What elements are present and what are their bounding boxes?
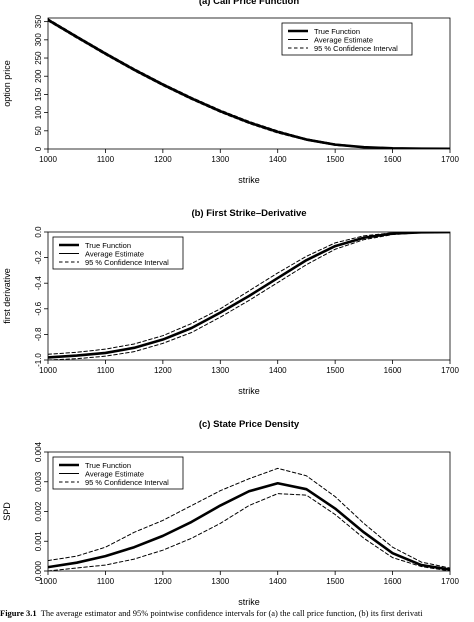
- series-line-dashed: [48, 232, 450, 360]
- x-tick-label: 1500: [326, 366, 344, 375]
- x-tick-label: 1200: [154, 577, 172, 586]
- x-axis-label: strike: [238, 386, 260, 396]
- x-tick-label: 1700: [441, 155, 459, 164]
- y-tick-label: -0.8: [34, 327, 43, 341]
- x-tick-label: 1100: [97, 155, 115, 164]
- chart-panel-2: (b) First Strike–Derivative 1000 1100 1200 1…: [2, 208, 459, 396]
- y-axis-label: SPD: [2, 502, 12, 521]
- y-tick-label: -0.2: [34, 250, 43, 264]
- y-tick-label: 0.0: [34, 226, 43, 238]
- x-tick-label: 1400: [269, 366, 287, 375]
- x-tick-label: 1100: [97, 366, 115, 375]
- x-tick-label: 1700: [441, 366, 459, 375]
- series-lines: [48, 232, 450, 360]
- x-tick-label: 1500: [326, 577, 344, 586]
- series-line-thin-solid: [48, 19, 450, 149]
- series-line-dashed: [48, 467, 450, 569]
- y-tick-label: 200: [34, 69, 43, 83]
- y-tick-label: -1.0: [34, 353, 43, 367]
- plot-frame: [47, 17, 451, 150]
- x-tick-label: 1600: [384, 577, 402, 586]
- series-line-thin-solid: [48, 482, 450, 571]
- legend-entry: Average Estimate: [85, 469, 144, 478]
- y-tick-label: 0: [34, 146, 43, 151]
- x-tick-label: 1600: [384, 366, 402, 375]
- x-axis-label: strike: [238, 597, 260, 607]
- y-tick-label: -0.4: [34, 276, 43, 290]
- legend-entry: 95 % Confidence Interval: [85, 258, 169, 267]
- x-tick-label: 1400: [269, 155, 287, 164]
- y-axis-label: first derivative: [2, 268, 12, 324]
- x-axis-label: strike: [238, 175, 260, 185]
- y-tick-label: 0.002: [34, 501, 43, 522]
- x-tick-label: 1500: [326, 155, 344, 164]
- legend-entry: Average Estimate: [314, 35, 373, 44]
- x-tick-label: 1300: [211, 155, 229, 164]
- series-line-thin-solid: [48, 232, 450, 358]
- x-tick-label: 1100: [97, 577, 115, 586]
- series-line-thick-solid: [48, 481, 450, 571]
- y-tick-label: -0.6: [34, 301, 43, 315]
- chart-title: (c) State Price Density: [199, 419, 300, 430]
- y-tick-label: 300: [34, 33, 43, 47]
- y-tick-label: 0.003: [34, 471, 43, 492]
- y-tick-label: 350: [34, 14, 43, 28]
- x-tick-label: 1000: [39, 155, 57, 164]
- y-tick-label: 100: [34, 105, 43, 119]
- x-tick-label: 1000: [39, 366, 57, 375]
- y-tick-label: 250: [34, 51, 43, 65]
- figure-caption: Figure 3.1 The average estimator and 95% …: [0, 607, 474, 622]
- x-tick-label: 1400: [269, 577, 287, 586]
- x-tick-label: 1200: [154, 366, 172, 375]
- figure-caption-text: The average estimator and 95% pointwise …: [40, 608, 423, 618]
- series-lines: [48, 18, 450, 149]
- figure-caption-label: Figure 3.1: [0, 608, 37, 618]
- legend-entry: 95 % Confidence Interval: [85, 478, 169, 487]
- y-axis-label: option price: [2, 60, 12, 107]
- chart-title: (b) First Strike–Derivative: [191, 208, 306, 219]
- chart-title: (a) Call Price Function: [199, 0, 299, 7]
- series-lines: [48, 467, 450, 571]
- legend-entry: Average Estimate: [85, 249, 144, 258]
- x-tick-label: 1700: [441, 577, 459, 586]
- series-line-dashed: [48, 493, 450, 571]
- legend-entry: True Function: [314, 27, 360, 36]
- y-tick-label: 0.001: [34, 531, 43, 552]
- x-tick-label: 1200: [154, 155, 172, 164]
- legend-entry: True Function: [85, 461, 131, 470]
- y-tick-label: 0.004: [34, 441, 43, 462]
- chart-panel-3: (c) State Price Density 1000 1100 1200 1300 1…: [2, 419, 459, 607]
- x-tick-label: 1300: [211, 577, 229, 586]
- x-tick-label: 1000: [39, 577, 57, 586]
- y-tick-label: 150: [34, 87, 43, 101]
- plot-frame: [47, 231, 451, 361]
- legend-entry: True Function: [85, 241, 131, 250]
- y-tick-label: 50: [34, 126, 43, 135]
- x-tick-label: 1600: [384, 155, 402, 164]
- legend-entry: 95 % Confidence Interval: [314, 44, 398, 53]
- x-tick-label: 1300: [211, 366, 229, 375]
- y-tick-label: 0.000: [34, 560, 43, 581]
